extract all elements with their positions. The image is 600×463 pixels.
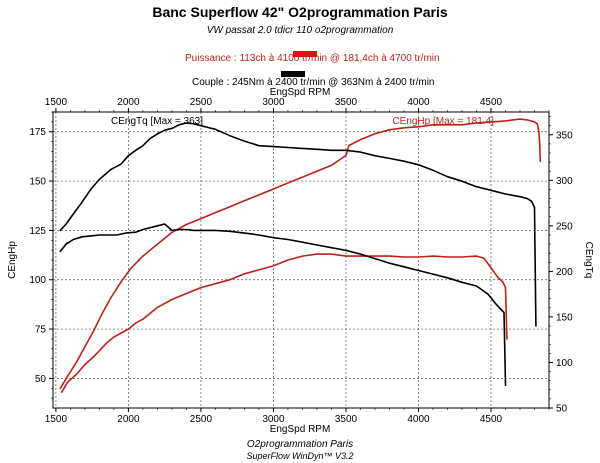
x-tick-label-top: 2500 [190,97,213,108]
y-right-tick-label: 250 [556,221,573,232]
legend-puissance-swatch [293,51,317,57]
x-tick-label-top: 4500 [480,97,503,108]
x-tick-label-top: 3500 [335,97,358,108]
x-axis-title-bottom: EngSpd RPM [269,424,331,435]
plot-frame [52,111,550,409]
x-tick-label-top: 2000 [117,97,140,108]
series-line-3 [59,122,537,327]
axes: 1500 1500 2000 2000 2500 2500 3000 3000 3500 3500… [7,97,594,425]
y-left-axis-title: CEngHp [7,241,18,279]
y-right-tick-label: 200 [556,267,573,278]
y-right-tick-label: 150 [556,312,573,323]
series-line-1 [59,118,542,390]
y-left-tick-label: 125 [29,226,46,237]
y-right-tick-label: 300 [556,176,573,187]
annotations: CEngTq [Max = 363] CEngHp [Max = 181.4] [111,116,494,127]
series-group [59,118,542,394]
legend-couple-swatch [281,71,305,77]
y-left-tick-label: 100 [29,275,46,286]
footer-company: O2programmation Paris [246,439,354,450]
x-tick-label-bottom: 2000 [117,414,140,425]
y-right-tick-label: 100 [556,358,573,369]
chart-subtitle: VW passat 2.0 tdicr 110 o2programmation [206,25,394,36]
y-left-tick-label: 75 [35,325,47,336]
x-axis-title-top: EngSpd RPM [269,87,331,98]
annotation-2: CEngHp [Max = 181.4] [392,116,494,127]
series-line-4 [59,223,507,387]
legend-puissance: Puissance : 113ch à 4100 tr/min @ 181,4c… [185,53,440,64]
x-tick-label-bottom: 4500 [480,414,503,425]
legend-couple: Couple : 245Nm à 2400 tr/min @ 363Nm à 2… [192,77,435,88]
x-tick-label-bottom: 4000 [407,414,430,425]
x-tick-label-top: 4000 [407,97,430,108]
chart-title: Banc Superflow 42" O2programmation Paris [152,4,448,20]
grid [53,112,549,408]
series-line-2 [60,253,508,394]
y-right-tick-label: 350 [556,130,573,141]
x-tick-label-bottom: 2500 [190,414,213,425]
annotation-1: CEngTq [Max = 363] [111,116,203,127]
x-tick-label-bottom: 1500 [45,414,68,425]
x-tick-label-bottom: 3000 [262,414,285,425]
x-tick-label-bottom: 3500 [335,414,358,425]
y-right-axis-title: CEngTq [583,242,594,279]
x-tick-label-top: 1500 [45,97,68,108]
footer-software: SuperFlow WinDyn™ V3.2 [246,451,354,461]
y-left-tick-label: 50 [35,374,47,385]
y-left-tick-label: 175 [29,127,46,138]
y-right-tick-label: 50 [556,404,568,415]
x-tick-label-top: 3000 [262,97,285,108]
y-left-tick-label: 150 [29,177,46,188]
